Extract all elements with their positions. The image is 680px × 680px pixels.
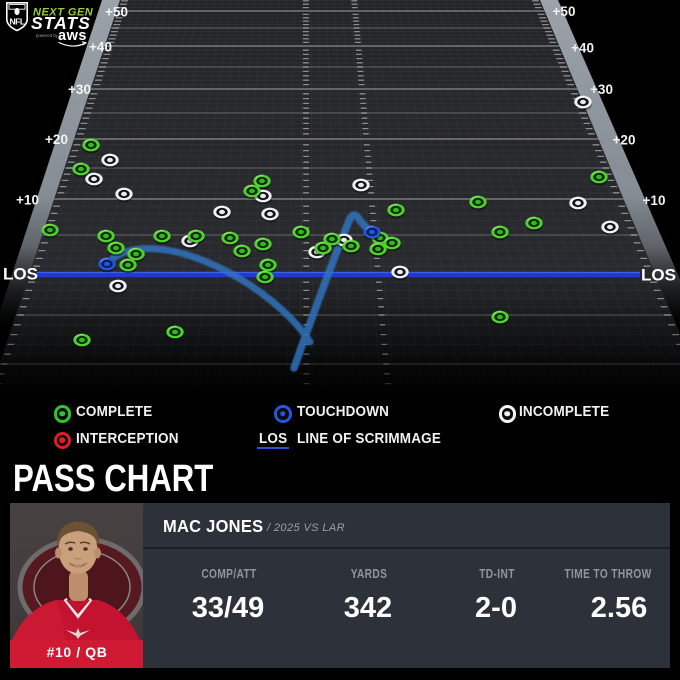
svg-text:aws: aws <box>58 28 87 44</box>
svg-text:LOS: LOS <box>641 266 676 285</box>
svg-text:+20: +20 <box>613 132 636 147</box>
svg-text:+50: +50 <box>553 4 576 19</box>
svg-text:+30: +30 <box>590 82 613 97</box>
svg-text:+40: +40 <box>571 40 594 55</box>
svg-text:+30: +30 <box>68 82 91 97</box>
svg-text:+10: +10 <box>16 192 39 207</box>
svg-text:NEXT GEN: NEXT GEN <box>33 7 94 19</box>
svg-text:+20: +20 <box>45 132 68 147</box>
svg-text:+10: +10 <box>643 193 666 208</box>
svg-text:NFL: NFL <box>9 17 24 27</box>
svg-text:+40: +40 <box>89 39 112 54</box>
svg-text:powered by: powered by <box>36 33 59 38</box>
svg-text:STATS: STATS <box>31 13 91 33</box>
svg-text:LOS: LOS <box>3 265 38 284</box>
svg-text:+50: +50 <box>105 4 128 19</box>
